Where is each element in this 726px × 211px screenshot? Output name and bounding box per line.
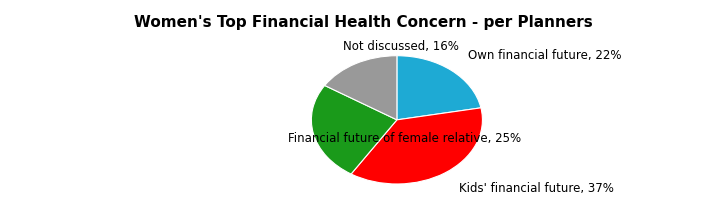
Wedge shape [397,56,481,120]
Text: Not discussed, 16%: Not discussed, 16% [343,40,460,53]
Text: Kids' financial future, 37%: Kids' financial future, 37% [460,182,614,195]
Wedge shape [311,85,397,174]
Text: Financial future of female relative, 25%: Financial future of female relative, 25% [288,131,521,145]
Text: Women's Top Financial Health Concern - per Planners: Women's Top Financial Health Concern - p… [134,15,592,30]
Wedge shape [325,56,397,120]
Wedge shape [351,108,483,184]
Text: Own financial future, 22%: Own financial future, 22% [468,49,621,62]
